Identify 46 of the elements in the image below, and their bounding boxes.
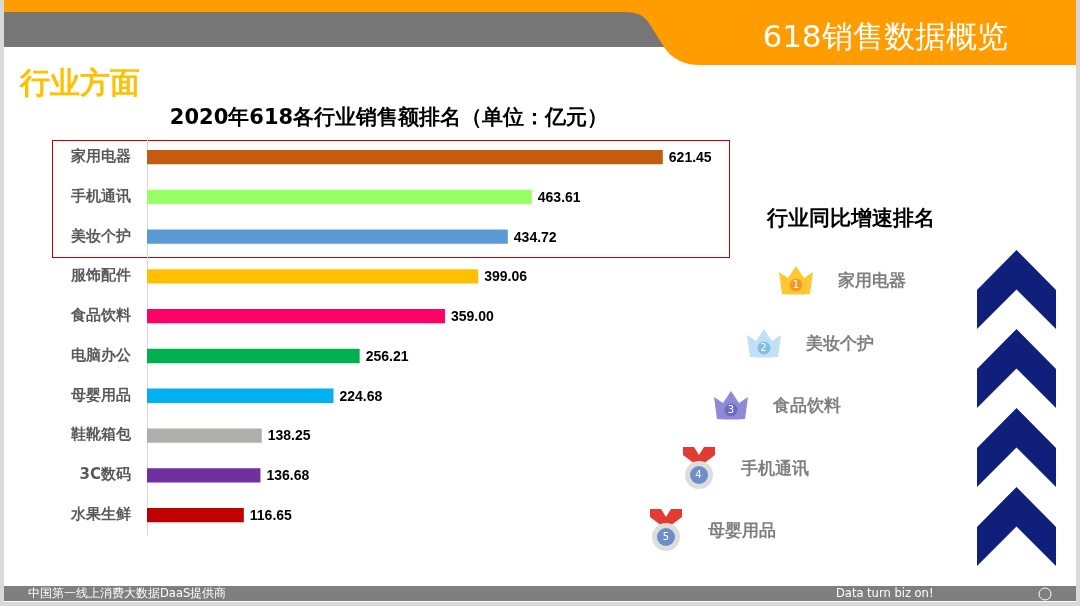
bar xyxy=(147,348,360,364)
y-tick-label: 水果生鲜 xyxy=(70,505,131,523)
data-label: 399.06 xyxy=(484,268,528,285)
data-label: 2 xyxy=(755,340,772,355)
bar xyxy=(147,507,244,523)
y-tick-label: 3C数码 xyxy=(79,465,131,484)
text: 618销售数据概览 xyxy=(761,17,1009,56)
y-tick-label: 家用电器 xyxy=(70,146,131,165)
bar xyxy=(147,269,479,284)
data-label: 224.68 xyxy=(339,387,383,404)
category-label: 手机通讯 xyxy=(740,456,809,480)
category-label: 家用电器 xyxy=(838,269,906,292)
data-label: 463.61 xyxy=(537,188,581,205)
data-label: 138.25 xyxy=(267,427,311,444)
category-label: 美妆个护 xyxy=(805,331,874,355)
data-label: 136.68 xyxy=(266,467,310,484)
bar xyxy=(147,309,445,324)
y-tick-label: 电脑办公 xyxy=(71,345,132,364)
bar xyxy=(147,189,532,205)
y-tick-label: 鞋靴箱包 xyxy=(70,425,132,444)
y-tick-label: 美妆个护 xyxy=(70,226,131,245)
data-label: 434.72 xyxy=(513,228,557,245)
bar xyxy=(147,149,663,165)
text: 行业同比增速排名 xyxy=(765,205,936,232)
y-tick-label: 食品饮料 xyxy=(70,306,131,325)
text: 行业方面 xyxy=(20,64,140,102)
data-label: 3 xyxy=(723,403,739,417)
data-label: 1 xyxy=(788,278,804,292)
bar xyxy=(147,388,334,403)
data-label: 116.65 xyxy=(249,506,293,523)
bar xyxy=(147,468,261,483)
category-label: 母婴用品 xyxy=(708,519,776,542)
bar xyxy=(147,229,508,244)
y-tick-label: 母婴用品 xyxy=(70,385,131,404)
data-label: 256.21 xyxy=(365,347,409,364)
text: Data turn biz on! xyxy=(836,586,934,601)
data-label: 621.45 xyxy=(668,148,712,165)
chart-title: 2020年618各行业销售额排名（单位：亿元） xyxy=(169,105,609,130)
data-label: 4 xyxy=(690,467,707,482)
y-tick-label: 服饰配件 xyxy=(70,266,131,285)
bar xyxy=(147,428,262,443)
y-tick-label: 手机通讯 xyxy=(70,186,131,205)
data-label: 359.00 xyxy=(450,308,494,325)
category-label: 食品饮料 xyxy=(773,394,841,417)
data-label: 5 xyxy=(658,530,674,544)
text: 中国第一线上消费大数据DaaS提供商 xyxy=(28,586,227,601)
